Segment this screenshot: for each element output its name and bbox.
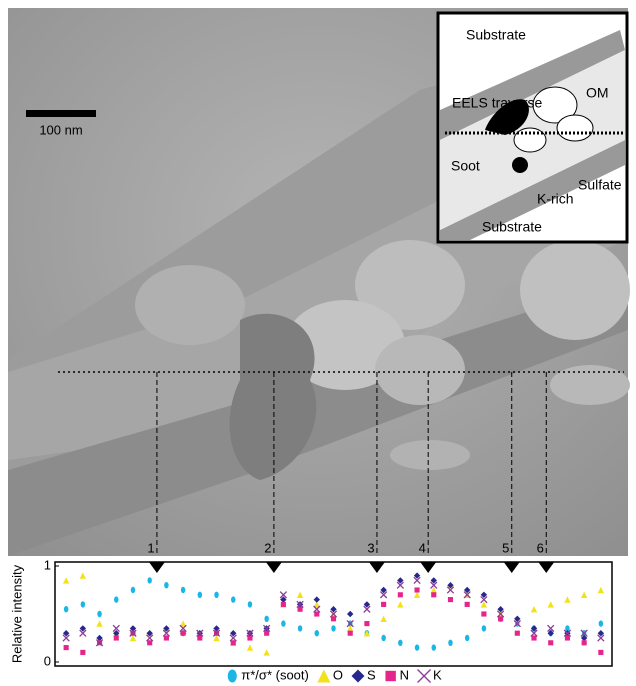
point [432,644,436,650]
point [315,630,319,636]
marker-label: 5 [502,540,509,555]
point [97,611,101,617]
legend-item: π*/σ* (soot) [228,667,309,682]
point [298,607,303,612]
scale-bar-label: 100 nm [39,122,82,137]
point [64,606,68,612]
point [548,640,553,645]
point [298,625,302,631]
point [465,635,469,641]
point [264,616,268,622]
point [465,602,470,607]
inset-label: Sulfate [578,177,622,193]
point [281,620,285,626]
inset-label: Soot [451,158,480,174]
legend-label: S [367,667,376,682]
point [114,635,119,640]
inset-label: Substrate [466,27,526,43]
point [448,640,452,646]
y-tick-label: 0 [44,653,51,668]
point [431,592,436,597]
legend-item: O [317,667,343,682]
point [264,631,269,636]
point [364,621,369,626]
marker-label: 2 [264,540,271,555]
inset-label: K-rich [537,191,574,207]
y-axis-label: Relative intensity [9,564,24,663]
legend-swatch [317,670,330,683]
point [248,601,252,607]
point [531,635,536,640]
marker-label: 6 [537,540,544,555]
point [214,592,218,598]
marker-label: 4 [419,540,426,555]
legend-item: K [418,667,443,682]
point [414,587,419,592]
point [198,592,202,598]
point [231,596,235,602]
point [565,635,570,640]
point [114,596,118,602]
point [147,640,152,645]
marker-label: 3 [367,540,374,555]
point [599,620,603,626]
legend-label: K [433,667,442,682]
point [164,582,168,588]
point [515,631,520,636]
y-tick-label: 1 [44,557,51,572]
point [181,631,186,636]
point [398,640,402,646]
point [381,602,386,607]
point [348,631,353,636]
point [481,611,486,616]
point [331,616,336,621]
point [281,602,286,607]
legend-label: O [333,667,343,682]
legend-swatch [351,670,364,683]
point [381,635,385,641]
point [147,577,151,583]
point [498,616,503,621]
point [80,650,85,655]
legend: π*/σ* (soot) O S N K [228,667,442,682]
point [598,650,603,655]
inset-label: Substrate [482,219,542,235]
legend-swatch [228,670,237,683]
inset-label: EELS traverse [452,95,542,111]
point [314,611,319,616]
point [164,635,169,640]
point [448,597,453,602]
legend-swatch [418,670,431,683]
point [582,640,587,645]
point [331,625,335,631]
point [247,635,252,640]
point [482,625,486,631]
point [398,592,403,597]
legend-label: N [400,667,409,682]
legend-item: S [351,667,376,682]
point [415,644,419,650]
point [181,587,185,593]
point [64,645,69,650]
marker-label: 1 [147,540,154,555]
inset: Substrate EELS traverse OM Soot SulfateK-ric… [438,13,627,242]
legend-label: π*/σ* (soot) [241,667,309,682]
inset-label: OM [586,85,609,101]
point [231,640,236,645]
point [197,635,202,640]
legend-swatch [385,671,395,681]
point [131,587,135,593]
point [81,601,85,607]
legend-item: N [385,667,409,682]
figure: 100 nm Substrate EELS traverse OM Soot Sulfa… [0,0,636,686]
